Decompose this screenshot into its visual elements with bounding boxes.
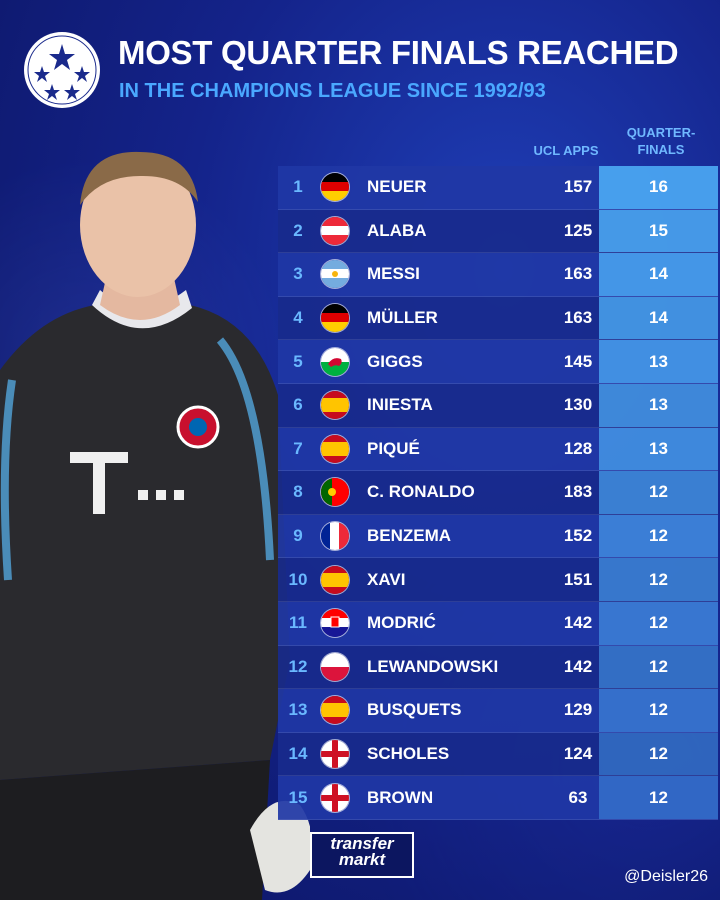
table-row: 1 NEUER 157 16 (278, 166, 718, 210)
rank-label: 8 (293, 482, 303, 502)
germany-flag-icon (321, 304, 349, 333)
table-row: 9 BENZEMA 152 12 (278, 514, 718, 559)
player-name: SCHOLES (367, 744, 450, 764)
rank-label: 1 (293, 177, 303, 197)
player-name: BUSQUETS (367, 700, 462, 720)
player-name: BROWN (367, 787, 434, 807)
table-row: 7 PIQUÉ 128 13 (278, 427, 718, 472)
credit-watermark: @Deisler26 (624, 868, 708, 885)
quarter-finals-value: 14 (599, 253, 718, 296)
player-name: XAVI (367, 569, 406, 589)
table-row: 12 LEWANDOWSKI 142 12 (278, 645, 718, 690)
ucl-apps-value: 142 (563, 613, 593, 633)
england-flag-icon (321, 740, 349, 769)
quarter-finals-value: 13 (599, 340, 718, 383)
quarter-finals-value: 13 (599, 383, 718, 427)
player-name: INIESTA (367, 395, 433, 415)
germany-flag-icon (321, 173, 349, 202)
page-subtitle: IN THE CHAMPIONS LEAGUE SINCE 1992/93 (119, 80, 546, 102)
table-row: 5 GIGGS 145 13 (278, 340, 718, 384)
player-name: MODRIĆ (367, 613, 436, 633)
champions-league-starball-icon (24, 32, 100, 108)
player-photo (0, 151, 310, 900)
ucl-apps-value: 129 (563, 700, 593, 720)
quarter-finals-value: 12 (599, 689, 718, 732)
rank-label: 14 (288, 744, 308, 764)
ucl-apps-value: 63 (568, 787, 588, 807)
spain-flag-icon (321, 391, 349, 420)
column-header-quarter-finals: QUARTER- FINALS (626, 125, 696, 157)
rank-label: 4 (293, 308, 303, 328)
player-name: NEUER (367, 177, 427, 197)
rank-label: 15 (288, 787, 308, 807)
ucl-apps-value: 124 (563, 744, 593, 764)
quarter-finals-value: 12 (599, 776, 718, 819)
table-row: 3 MESSI 163 14 (278, 253, 718, 297)
portugal-flag-icon (321, 478, 349, 507)
rank-label: 13 (288, 700, 308, 720)
table-row: 13 BUSQUETS 129 12 (278, 689, 718, 733)
ucl-apps-value: 125 (563, 220, 593, 240)
spain-flag-icon (321, 434, 349, 463)
quarter-finals-value: 16 (599, 166, 718, 209)
argentina-flag-icon (321, 260, 349, 289)
table-row: 14 SCHOLES 124 12 (278, 732, 718, 777)
france-flag-icon (321, 522, 349, 551)
player-name: PIQUÉ (367, 438, 420, 458)
table-row: 8 C. RONALDO 183 12 (278, 471, 718, 515)
ucl-apps-value: 151 (563, 569, 593, 589)
wales-flag-icon (321, 347, 349, 376)
player-name: BENZEMA (367, 526, 452, 546)
player-name: MESSI (367, 264, 420, 284)
table-row: 15 BROWN 63 12 (278, 776, 718, 820)
ucl-apps-value: 142 (563, 656, 593, 676)
ucl-apps-value: 183 (563, 482, 593, 502)
table-row: 10 XAVI 151 12 (278, 558, 718, 602)
rank-label: 12 (288, 656, 308, 676)
table-row: 11 MODRIĆ 142 12 (278, 601, 718, 646)
rank-label: 9 (293, 526, 303, 546)
spain-flag-icon (321, 696, 349, 725)
quarter-finals-value: 12 (599, 601, 718, 645)
quarter-finals-value: 12 (599, 645, 718, 689)
rank-label: 2 (293, 220, 303, 240)
rank-label: 10 (288, 569, 308, 589)
rank-label: 11 (289, 613, 307, 633)
transfermarkt-logo: transfer markt (310, 832, 414, 878)
quarter-finals-value: 14 (599, 296, 718, 340)
ucl-apps-value: 157 (563, 177, 593, 197)
ucl-apps-value: 130 (563, 395, 593, 415)
quarter-finals-value: 12 (599, 471, 718, 514)
rank-label: 7 (293, 438, 303, 458)
player-name: ALABA (367, 220, 427, 240)
page-title: MOST QUARTER FINALS REACHED (118, 34, 679, 71)
player-name: MÜLLER (367, 308, 438, 328)
ucl-apps-value: 163 (563, 264, 593, 284)
poland-flag-icon (321, 652, 349, 681)
quarter-finals-value: 15 (599, 209, 718, 253)
table-row: 2 ALABA 125 15 (278, 209, 718, 254)
quarter-finals-value: 13 (599, 427, 718, 471)
player-name: LEWANDOWSKI (367, 656, 499, 676)
ucl-apps-value: 145 (563, 351, 593, 371)
ucl-apps-value: 163 (563, 308, 593, 328)
england-flag-icon (321, 783, 349, 812)
ucl-apps-value: 128 (563, 438, 593, 458)
table-row: 4 MÜLLER 163 14 (278, 296, 718, 341)
rank-label: 6 (293, 395, 303, 415)
ucl-apps-value: 152 (563, 526, 593, 546)
ranking-table: 1 NEUER 157 16 2 ALABA 125 15 3 MESSI 163 14 4 MÜLLER… (278, 166, 718, 820)
rank-label: 3 (293, 264, 303, 284)
column-header-ucl-apps: UCL APPS (533, 143, 599, 158)
croatia-flag-icon (321, 609, 349, 638)
player-name: GIGGS (367, 351, 423, 371)
austria-flag-icon (321, 216, 349, 245)
table-row: 6 INIESTA 130 13 (278, 383, 718, 428)
rank-label: 5 (293, 351, 303, 371)
quarter-finals-value: 12 (599, 514, 718, 558)
spain-flag-icon (321, 565, 349, 594)
player-name: C. RONALDO (367, 482, 475, 502)
quarter-finals-value: 12 (599, 732, 718, 776)
quarter-finals-value: 12 (599, 558, 718, 601)
